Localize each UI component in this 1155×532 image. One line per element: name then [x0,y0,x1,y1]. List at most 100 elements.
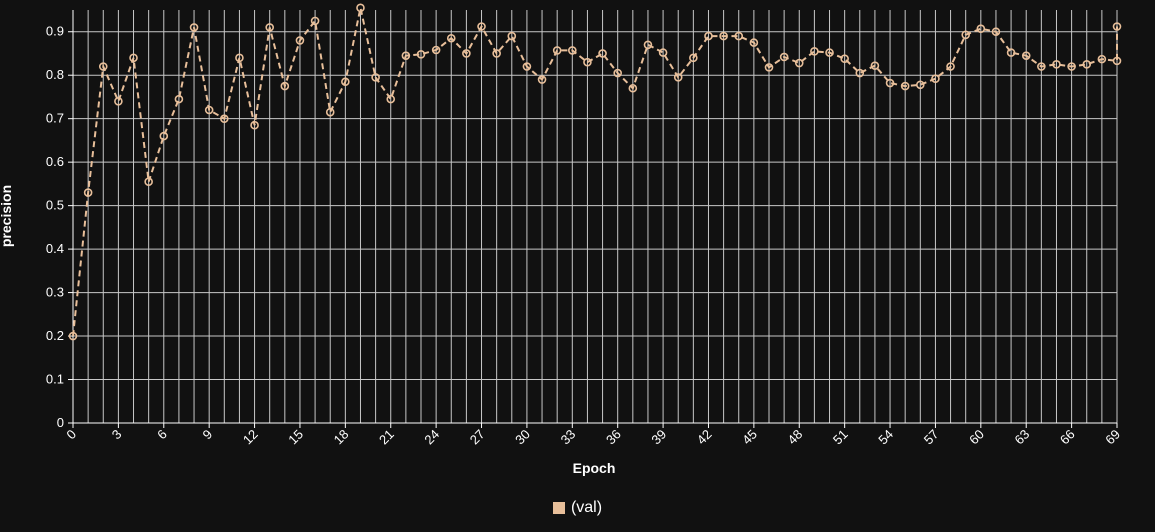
y-tick-label: 0.2 [46,328,64,343]
x-tick-label: 15 [285,427,306,448]
x-tick-label: 24 [421,427,442,448]
data-point[interactable] [900,81,910,91]
x-tick-label: 66 [1057,427,1078,448]
y-tick-label: 0 [57,415,64,430]
x-tick-label: 0 [63,427,79,443]
data-point[interactable] [734,31,744,41]
data-point[interactable] [931,74,940,83]
data-point[interactable] [1082,60,1092,69]
data-point[interactable] [507,31,517,41]
data-point[interactable] [1006,48,1016,57]
data-point[interactable] [598,49,607,58]
data-point[interactable] [870,61,880,70]
y-tick-label: 0.5 [46,198,64,213]
data-point[interactable] [386,94,396,104]
legend: (val) [0,499,1155,517]
x-tick-label: 27 [467,427,488,448]
data-point[interactable] [144,177,153,187]
x-tick-label: 33 [558,427,579,448]
data-point[interactable] [356,3,365,13]
data-point[interactable] [673,73,683,82]
data-point[interactable] [265,23,274,32]
data-point[interactable] [840,54,849,63]
x-axis-title: Epoch [573,460,616,476]
data-point[interactable] [719,31,728,41]
data-point[interactable] [114,96,123,106]
data-point[interactable] [764,63,774,72]
grid [72,10,1118,424]
y-tick-label: 0.7 [46,111,64,126]
data-point[interactable] [855,68,865,78]
data-point[interactable] [416,50,426,59]
data-point[interactable] [431,45,441,55]
data-point[interactable] [1112,56,1122,66]
series-line [72,7,1118,337]
data-point[interactable] [1021,51,1031,60]
data-point[interactable] [98,62,108,71]
legend-label[interactable]: (val) [570,499,603,516]
data-point[interactable] [477,22,486,31]
data-point[interactable] [204,105,214,115]
legend-swatch[interactable] [552,502,565,514]
data-point[interactable] [794,58,804,68]
data-point[interactable] [250,120,259,130]
data-point[interactable] [341,77,350,87]
data-point[interactable] [583,57,592,67]
data-point[interactable] [325,107,335,117]
data-point[interactable] [704,31,713,41]
data-point[interactable] [462,49,471,58]
data-point[interactable] [446,33,456,43]
y-axis-title: precision [0,185,14,247]
data-point[interactable] [371,73,380,82]
data-point[interactable] [689,53,698,63]
data-point[interactable] [280,81,290,91]
data-point[interactable] [658,48,668,57]
data-point[interactable] [643,40,653,50]
data-point[interactable] [401,51,411,60]
data-point[interactable] [552,46,562,55]
data-point[interactable] [189,23,199,32]
data-point[interactable] [946,62,955,71]
data-point[interactable] [83,188,93,197]
x-tick-label: 45 [739,427,760,448]
data-point[interactable] [825,48,834,57]
data-point[interactable] [310,16,320,26]
data-point[interactable] [961,30,970,40]
data-point[interactable] [1037,62,1046,71]
data-point[interactable] [1097,54,1107,64]
data-point[interactable] [522,62,532,71]
x-tick-label: 69 [1102,427,1123,448]
data-point[interactable] [976,24,986,33]
x-tick-label: 9 [200,427,216,443]
data-point[interactable] [295,36,305,45]
data-point[interactable] [613,68,622,78]
data-point[interactable] [220,114,229,123]
data-point[interactable] [159,131,169,141]
y-tick-label: 0.1 [46,372,64,387]
x-tick-label: 3 [109,427,125,443]
data-point[interactable] [129,53,138,63]
x-tick-label: 36 [603,427,624,448]
data-point[interactable] [810,46,819,56]
data-point[interactable] [1052,60,1061,69]
data-point[interactable] [749,38,759,47]
data-point[interactable] [568,46,577,55]
data-point[interactable] [68,331,78,341]
data-point[interactable] [492,49,501,58]
x-tick-label: 48 [785,427,806,448]
data-point[interactable] [779,52,789,62]
data-point[interactable] [174,94,184,104]
data-point[interactable] [991,27,1001,37]
series-layer [68,3,1122,341]
data-point[interactable] [1112,22,1122,31]
x-tick-label: 21 [376,427,397,448]
data-point[interactable] [1067,62,1076,71]
data-point[interactable] [235,53,244,63]
data-point[interactable] [916,80,925,90]
data-point[interactable] [628,83,638,93]
y-tick-label: 0.9 [46,24,64,39]
data-point[interactable] [885,78,895,88]
data-point[interactable] [537,75,547,84]
x-tick-label: 30 [512,427,533,448]
x-tick-label: 18 [331,427,352,448]
